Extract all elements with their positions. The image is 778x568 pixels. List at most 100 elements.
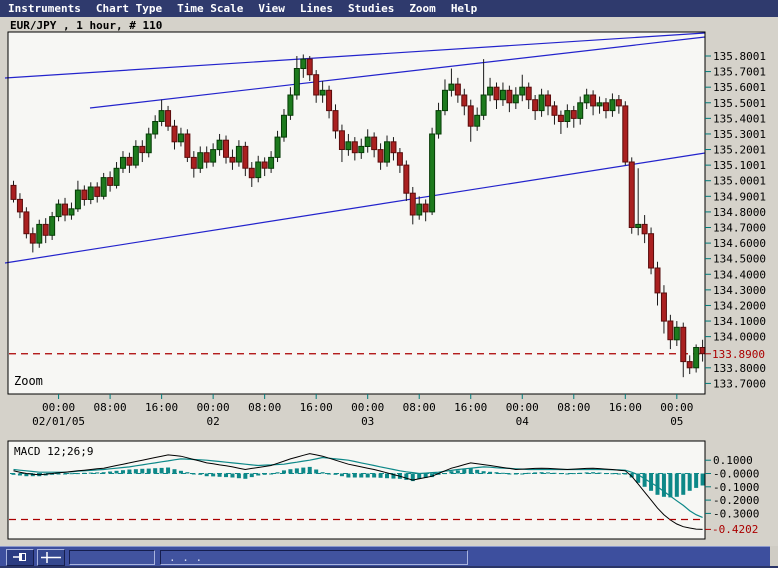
trend-line[interactable] [4, 32, 706, 79]
macd-histogram-bar [114, 470, 119, 474]
time-axis-label: 08:00 [94, 401, 127, 414]
candle [506, 89, 513, 104]
price-axis-label: 134.4000 [713, 268, 766, 281]
macd-histogram-bar [455, 470, 460, 474]
macd-histogram-bar [120, 470, 125, 474]
menu-instruments[interactable]: Instruments [8, 2, 81, 15]
macd-plot-area[interactable] [8, 441, 705, 539]
macd-histogram-bar [63, 473, 68, 475]
trend-line[interactable] [4, 152, 706, 264]
macd-histogram-bar [69, 473, 74, 475]
candle [635, 223, 642, 228]
macd-histogram-bar [603, 473, 608, 475]
zoom-mode-label: Zoom [14, 374, 43, 388]
macd-histogram-bar [101, 472, 106, 474]
price-axis-label: 134.5000 [713, 253, 766, 266]
macd-histogram-bar [520, 473, 525, 475]
candle [390, 141, 397, 154]
price-axis-label: 134.6000 [713, 237, 766, 250]
candle [126, 156, 133, 166]
time-axis-label: 00:00 [197, 401, 230, 414]
price-axis-label: 134.7000 [713, 222, 766, 235]
candle [409, 192, 416, 216]
candle [216, 139, 223, 151]
candle [377, 149, 384, 163]
candle [280, 114, 287, 138]
macd-histogram-bar [578, 472, 583, 474]
candle [564, 110, 571, 122]
macd-histogram-bar [546, 472, 551, 474]
candle [519, 86, 526, 96]
menu-help[interactable]: Help [450, 2, 478, 15]
time-axis-label: 08:00 [248, 401, 281, 414]
price-axis-label: 135.5001 [713, 97, 766, 110]
candle [628, 161, 635, 228]
candle [570, 110, 577, 119]
candle [229, 156, 236, 163]
candle [255, 161, 262, 179]
candle [441, 89, 448, 112]
macd-axis-label: -0.0000 [713, 468, 759, 481]
candle [654, 267, 661, 294]
candle [461, 94, 468, 107]
macd-histogram-bar [533, 472, 538, 474]
candle [23, 211, 30, 235]
candle [203, 152, 210, 163]
candle [493, 86, 500, 101]
macd-histogram-bar [430, 473, 435, 478]
macd-histogram-bar [436, 473, 441, 475]
menu-lines[interactable]: Lines [299, 2, 333, 15]
macd-histogram-bar [442, 473, 447, 475]
candle [326, 89, 333, 112]
candle [641, 223, 648, 235]
menu-studies[interactable]: Studies [347, 2, 395, 15]
macd-histogram-bar [571, 473, 576, 475]
pin-button[interactable] [6, 548, 34, 566]
candle [113, 167, 120, 186]
macd-histogram-bar [327, 473, 332, 475]
macd-histogram-bar [616, 473, 621, 475]
macd-histogram-bar [230, 473, 235, 478]
macd-histogram-bar [185, 472, 190, 474]
crosshair-icon [41, 551, 61, 563]
menu-time-scale[interactable]: Time Scale [177, 2, 244, 15]
candle [660, 292, 667, 322]
candle [81, 189, 88, 201]
menu-view[interactable]: View [258, 2, 285, 15]
macd-histogram-bar [11, 473, 16, 475]
macd-histogram-bar [410, 473, 415, 482]
candle [139, 145, 146, 154]
crosshair-button[interactable] [37, 548, 65, 566]
macd-histogram-bar [642, 473, 647, 487]
menu-zoom[interactable]: Zoom [409, 2, 436, 15]
candle [313, 74, 320, 96]
macd-histogram-bar [95, 472, 100, 474]
macd-histogram-bar [249, 473, 254, 478]
trend-line[interactable] [89, 36, 706, 109]
chart-title: EUR/JPY , 1 hour, # 110 [10, 19, 163, 32]
candle [583, 94, 590, 104]
macd-histogram-bar [385, 473, 390, 479]
candle [94, 186, 101, 197]
candle [287, 94, 294, 116]
candle [545, 94, 552, 107]
candle [609, 99, 616, 112]
candle [87, 186, 94, 200]
date-axis-label: 02/01/05 [32, 415, 85, 428]
macd-axis-label: -0.2000 [713, 494, 759, 507]
candle [596, 102, 603, 107]
macd-axis-label: -0.1000 [713, 481, 759, 494]
macd-histogram-bar [294, 468, 299, 474]
macd-histogram-bar [256, 473, 261, 476]
main-plot-border [7, 31, 706, 395]
time-axis-label: 16:00 [300, 401, 333, 414]
macd-histogram-bar [526, 472, 531, 474]
macd-histogram-bar [623, 473, 628, 475]
macd-histogram-bar [333, 473, 338, 475]
candle [274, 136, 281, 158]
macd-histogram-bar [404, 473, 409, 480]
candle [68, 208, 75, 216]
macd-histogram-bar [681, 473, 686, 495]
chart-plot-area[interactable] [8, 32, 705, 394]
menu-chart-type[interactable]: Chart Type [95, 2, 163, 15]
